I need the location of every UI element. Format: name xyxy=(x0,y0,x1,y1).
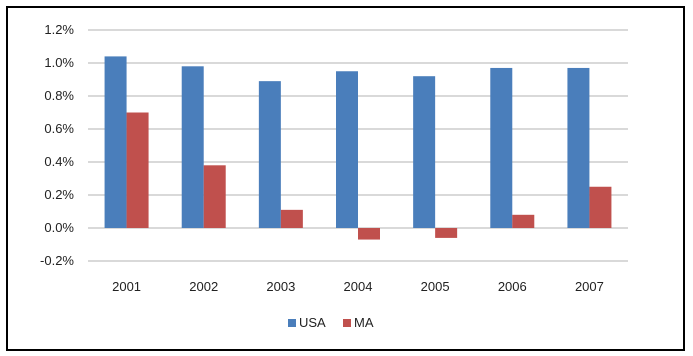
bar-ma-2003 xyxy=(280,209,303,228)
y-tick-label: -0.2% xyxy=(40,253,74,268)
bar-usa-2006 xyxy=(490,67,513,228)
y-tick-label: 1.2% xyxy=(44,22,74,37)
bar-ma-2005 xyxy=(435,228,458,238)
legend-label-usa: USA xyxy=(299,315,326,330)
bar-usa-2005 xyxy=(413,76,436,228)
bar-ma-2001 xyxy=(126,112,149,228)
x-tick-label: 2002 xyxy=(189,279,218,294)
bar-ma-2006 xyxy=(512,214,535,228)
legend-swatch-ma xyxy=(343,319,351,327)
bar-usa-2004 xyxy=(336,71,358,228)
y-tick-label: 0.6% xyxy=(44,121,74,136)
y-tick-label: 1.0% xyxy=(44,55,74,70)
legend: USA MA xyxy=(288,315,374,330)
x-tick-label: 2005 xyxy=(421,279,450,294)
bar-usa-2007 xyxy=(567,67,590,228)
bar-ma-2007 xyxy=(589,186,612,228)
y-tick-label: 0.0% xyxy=(44,220,74,235)
bar-usa-2002 xyxy=(181,66,204,228)
y-tick-label: 0.4% xyxy=(44,154,74,169)
x-tick-label: 2003 xyxy=(266,279,295,294)
y-tick-label: 0.2% xyxy=(44,187,74,202)
x-tick-label: 2006 xyxy=(498,279,527,294)
bar-usa-2001 xyxy=(104,56,127,229)
x-tick-label: 2007 xyxy=(575,279,604,294)
y-axis-tick-labels: -0.2% 0.0% 0.2% 0.4% 0.6% 0.8% 1.0% 1.2% xyxy=(40,22,74,268)
legend-swatch-usa xyxy=(288,319,296,327)
bar-usa-2003 xyxy=(258,81,281,229)
bars xyxy=(104,56,612,240)
bar-ma-2004 xyxy=(358,228,380,240)
legend-label-ma: MA xyxy=(354,315,374,330)
bar-ma-2002 xyxy=(203,165,226,228)
x-tick-label: 2004 xyxy=(344,279,373,294)
y-tick-label: 0.8% xyxy=(44,88,74,103)
x-axis-tick-labels: 2001 2002 2003 2004 2005 2006 2007 xyxy=(112,279,604,294)
x-tick-label: 2001 xyxy=(112,279,141,294)
